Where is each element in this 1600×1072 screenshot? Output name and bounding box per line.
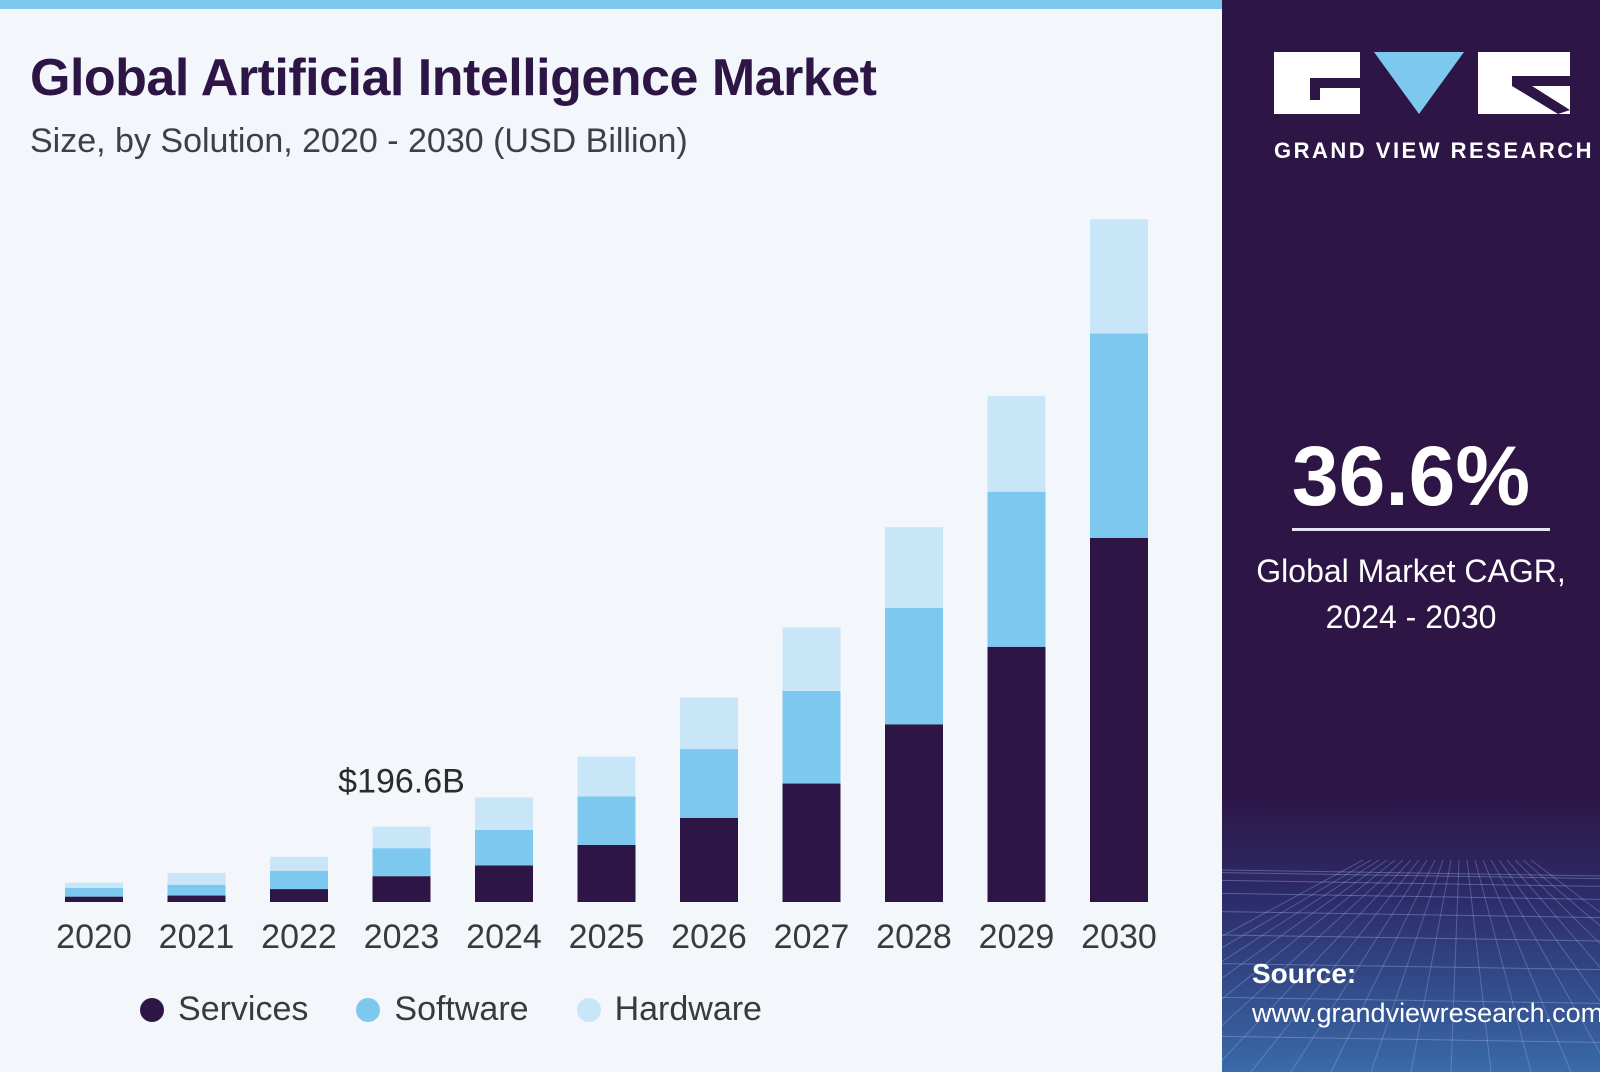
bar-software-2024 <box>475 829 533 866</box>
bar-hardware-2027 <box>782 627 841 691</box>
grid-texture <box>1222 860 1600 1072</box>
x-tick-label-2023: 2023 <box>364 918 440 956</box>
legend-label-services: Services <box>178 990 309 1028</box>
x-tick-label-2027: 2027 <box>774 918 850 956</box>
legend-item-services: Services <box>140 990 308 1029</box>
bar-software-2028 <box>885 608 943 725</box>
gvr-logo-icon <box>1274 52 1570 114</box>
bar-software-2029 <box>987 491 1046 647</box>
bar-hardware-2030 <box>1090 219 1148 334</box>
x-tick-label-2021: 2021 <box>159 918 235 956</box>
bar-hardware-2024 <box>475 797 533 830</box>
side-panel: GRAND VIEW RESEARCH 36.6% Global Market … <box>1222 0 1600 1072</box>
x-tick-label-2026: 2026 <box>671 918 747 956</box>
bar-hardware-2022 <box>270 856 328 871</box>
bar-software-2022 <box>270 870 328 890</box>
bar-hardware-2025 <box>577 756 636 797</box>
x-tick-label-2020: 2020 <box>56 918 132 956</box>
chart-panel: 2020 2021 2022 2023 2024 2025 2026 2027 2028 2029… <box>0 0 1222 1029</box>
bar-software-2021 <box>167 884 226 896</box>
bar-software-2020 <box>65 888 123 897</box>
legend-label-software: Software <box>394 990 529 1028</box>
chart-subtitle: Size, by Solution, 2020 - 2030 (USD Bill… <box>30 122 688 160</box>
bar-hardware-2026 <box>680 697 738 750</box>
legend-swatch-services <box>140 997 165 1022</box>
x-tick-label-2024: 2024 <box>466 918 542 956</box>
bar-services-2028 <box>885 724 943 902</box>
cagr-caption-line2: 2024 - 2030 <box>1325 599 1497 635</box>
bar-software-2023 <box>372 848 431 877</box>
x-tick-label-2029: 2029 <box>979 918 1055 956</box>
chart-plot: 2020 2021 2022 2023 2024 2025 2026 2027 2028 2029… <box>56 219 1157 956</box>
bar-services-2021 <box>167 895 226 902</box>
legend-item-hardware: Hardware <box>576 990 762 1029</box>
chart-legend: Services Software Hardware <box>0 990 1222 1029</box>
bar-hardware-2020 <box>65 882 123 888</box>
brand-name: GRAND VIEW RESEARCH <box>1274 138 1595 163</box>
bar-services-2030 <box>1090 538 1148 902</box>
bar-hardware-2029 <box>987 395 1046 492</box>
bar-hardware-2028 <box>885 527 943 608</box>
cagr-divider <box>1292 528 1550 531</box>
cagr-value: 36.6% <box>1291 429 1531 523</box>
x-tick-label-2022: 2022 <box>261 918 337 956</box>
bar-services-2022 <box>270 889 328 902</box>
bar-services-2020 <box>65 896 123 902</box>
legend-swatch-software <box>356 997 381 1022</box>
bar-services-2025 <box>577 844 636 902</box>
source-link[interactable]: www.grandviewresearch.com <box>1252 998 1600 1028</box>
bar-hardware-2021 <box>167 872 226 885</box>
chart-title: Global Artificial Intelligence Market <box>30 49 877 107</box>
cagr-caption-line1: Global Market CAGR, <box>1256 553 1566 589</box>
bar-software-2026 <box>680 749 738 818</box>
bar-hardware-2023 <box>372 826 431 849</box>
bar-services-2027 <box>782 783 841 902</box>
top-accent-bar <box>0 0 1222 9</box>
legend-item-software: Software <box>356 990 529 1029</box>
legend-label-hardware: Hardware <box>614 990 762 1028</box>
source-label: Source: <box>1252 958 1357 989</box>
legend-swatch-hardware <box>576 997 601 1022</box>
bar-services-2024 <box>475 865 533 902</box>
cagr-caption: Global Market CAGR, 2024 - 2030 <box>1222 548 1600 640</box>
data-label-2023: $196.6B <box>338 763 465 801</box>
bar-services-2023 <box>372 876 431 902</box>
bar-software-2027 <box>782 690 841 784</box>
x-tick-label-2025: 2025 <box>569 918 645 956</box>
bar-services-2026 <box>680 818 738 902</box>
bar-software-2025 <box>577 796 636 845</box>
bar-services-2029 <box>987 646 1046 902</box>
bar-software-2030 <box>1090 333 1148 538</box>
x-tick-label-2030: 2030 <box>1081 918 1157 956</box>
x-tick-label-2028: 2028 <box>876 918 952 956</box>
